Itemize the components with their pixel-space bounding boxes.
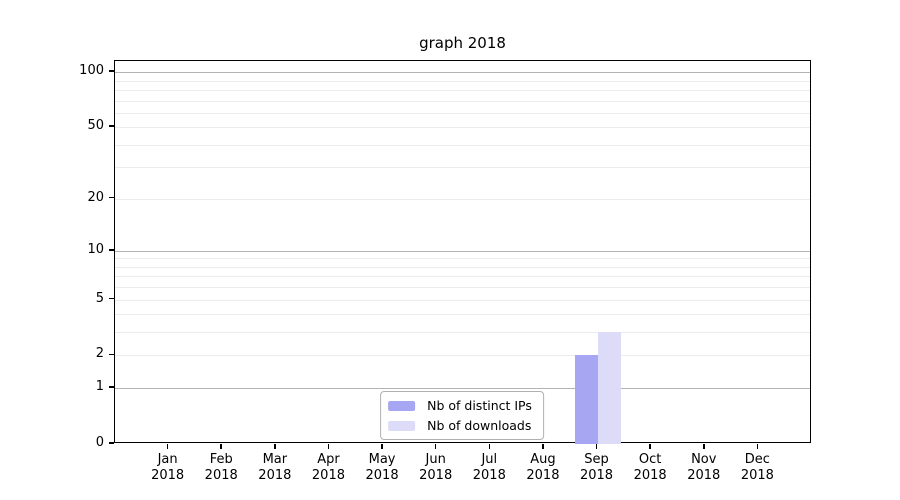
x-tick-label: Sep 2018 bbox=[565, 452, 629, 484]
legend-label: Nb of downloads bbox=[427, 418, 532, 433]
y-tick-label: 100 bbox=[79, 63, 104, 79]
y-tick-label: 5 bbox=[95, 290, 104, 306]
x-tick-label: Aug 2018 bbox=[511, 452, 575, 484]
x-tick-label: Dec 2018 bbox=[725, 452, 789, 484]
gridline-minor bbox=[115, 89, 810, 91]
gridline-minor bbox=[115, 198, 810, 200]
x-tick-year: 2018 bbox=[258, 468, 292, 483]
x-tick-year: 2018 bbox=[526, 468, 560, 483]
x-tick-month: Nov bbox=[691, 452, 717, 467]
x-tick-month: Apr bbox=[317, 452, 340, 467]
gridline-major bbox=[115, 72, 810, 74]
gridline-minor bbox=[115, 258, 810, 260]
x-tick-month: Jul bbox=[481, 452, 498, 467]
x-tick-year: 2018 bbox=[151, 468, 185, 483]
y-tick-mark bbox=[109, 386, 114, 388]
x-tick-mark bbox=[649, 444, 651, 449]
y-tick-mark bbox=[109, 70, 114, 72]
x-tick-label: Mar 2018 bbox=[243, 452, 307, 484]
x-tick-month: Jan bbox=[157, 452, 178, 467]
y-tick-mark bbox=[109, 353, 114, 356]
x-tick-month: May bbox=[368, 452, 396, 467]
y-tick-mark bbox=[109, 297, 114, 300]
x-tick-year: 2018 bbox=[579, 468, 614, 483]
x-tick-month: Sep bbox=[584, 452, 609, 467]
x-tick-label: Jan 2018 bbox=[136, 452, 200, 484]
x-tick-year: 2018 bbox=[687, 468, 721, 483]
x-tick-year: 2018 bbox=[204, 468, 238, 483]
gridline-major bbox=[115, 250, 810, 252]
gridline-minor bbox=[115, 299, 810, 301]
y-tick-mark bbox=[109, 196, 114, 199]
gridline-minor bbox=[115, 276, 810, 278]
legend-swatch-distinct-ips bbox=[388, 400, 416, 411]
x-tick-year: 2018 bbox=[311, 468, 345, 483]
gridline-minor bbox=[115, 314, 810, 316]
x-tick-label: Oct 2018 bbox=[618, 452, 682, 484]
gridline-minor bbox=[115, 80, 810, 82]
x-tick-year: 2018 bbox=[365, 468, 399, 483]
x-tick-mark bbox=[488, 444, 491, 449]
x-tick-mark bbox=[274, 444, 276, 449]
x-tick-label: Feb 2018 bbox=[189, 452, 253, 484]
legend-label: Nb of distinct IPs bbox=[427, 398, 532, 413]
y-tick-label: 10 bbox=[87, 241, 104, 257]
gridline-major bbox=[115, 388, 810, 390]
x-tick-label: Jun 2018 bbox=[404, 452, 468, 484]
legend-item: Nb of downloads bbox=[388, 418, 532, 433]
y-tick-label: 20 bbox=[87, 189, 104, 205]
x-tick-mark bbox=[703, 444, 705, 449]
x-tick-year: 2018 bbox=[633, 468, 667, 483]
x-tick-mark bbox=[166, 444, 169, 449]
legend-item: Nb of distinct IPs bbox=[388, 398, 532, 413]
x-tick-mark bbox=[327, 444, 330, 449]
gridline-minor bbox=[115, 167, 810, 169]
y-tick-label: 0 bbox=[95, 435, 104, 450]
y-tick-mark bbox=[109, 442, 114, 444]
bar-downloads bbox=[597, 332, 621, 444]
x-tick-mark bbox=[220, 444, 222, 449]
x-tick-mark bbox=[595, 444, 598, 449]
x-tick-month: Feb bbox=[209, 452, 233, 467]
gridline-minor bbox=[115, 127, 810, 129]
gridline-minor bbox=[115, 112, 810, 114]
x-tick-month: Jun bbox=[425, 452, 446, 467]
x-tick-month: Dec bbox=[744, 452, 770, 467]
legend: Nb of distinct IPs Nb of downloads bbox=[380, 391, 544, 440]
x-tick-label: Nov 2018 bbox=[672, 452, 736, 484]
x-tick-label: Apr 2018 bbox=[296, 452, 360, 484]
x-tick-year: 2018 bbox=[740, 468, 774, 483]
plot-area bbox=[114, 60, 811, 444]
x-tick-month: Aug bbox=[530, 452, 556, 467]
x-tick-mark bbox=[756, 444, 759, 449]
x-tick-label: Jul 2018 bbox=[457, 452, 521, 484]
gridline-minor bbox=[115, 332, 810, 334]
legend-swatch-downloads bbox=[388, 420, 416, 431]
x-tick-year: 2018 bbox=[419, 468, 453, 483]
x-tick-month: Mar bbox=[262, 452, 288, 467]
y-tick-label: 2 bbox=[95, 346, 104, 362]
gridline-minor bbox=[115, 355, 810, 357]
chart-title: graph 2018 bbox=[419, 34, 506, 52]
x-tick-mark bbox=[542, 444, 544, 449]
x-tick-mark bbox=[434, 444, 437, 449]
y-tick-mark bbox=[109, 125, 114, 127]
x-tick-month: Oct bbox=[638, 452, 662, 467]
x-tick-mark bbox=[381, 444, 383, 449]
y-tick-mark bbox=[109, 249, 114, 251]
x-tick-label: May 2018 bbox=[350, 452, 414, 484]
y-tick-label: 1 bbox=[95, 379, 104, 395]
y-tick-label: 50 bbox=[87, 118, 104, 134]
x-tick-year: 2018 bbox=[472, 468, 506, 483]
gridline-minor bbox=[115, 100, 810, 102]
bar-distinct-ips bbox=[574, 355, 598, 444]
gridline-minor bbox=[115, 144, 810, 146]
gridline-minor bbox=[115, 287, 810, 289]
gridline-minor bbox=[115, 266, 810, 268]
